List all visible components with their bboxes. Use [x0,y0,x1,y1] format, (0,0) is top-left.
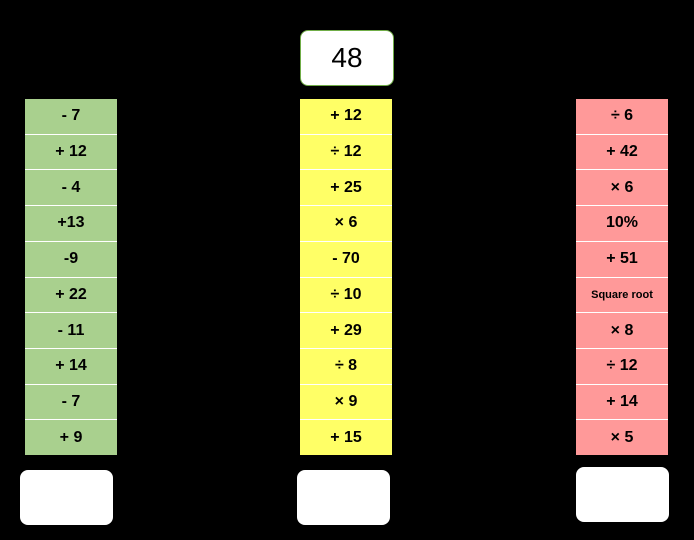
step-cell: + 14 [25,349,117,385]
step-cell: ÷ 10 [300,278,392,314]
step-cell: + 29 [300,313,392,349]
start-number: 48 [300,30,394,86]
step-cell: + 25 [300,170,392,207]
step-cell: ÷ 12 [300,135,392,171]
red-column: ÷ 6 + 42 × 6 10% + 51 Square root × 8 ÷ 12 + 14 ×… [576,99,668,455]
step-cell: ÷ 6 [576,99,668,135]
step-cell: ÷ 12 [576,349,668,385]
green-column: - 7 + 12- 4 +13 -9 + 22- 11 + 14- 7 + 9 [25,99,117,455]
answer-box[interactable] [20,470,113,525]
answer-box[interactable] [576,467,669,522]
step-cell: + 12 [25,135,117,171]
step-cell: - 7 [25,99,117,135]
step-cell: +13 [25,206,117,242]
step-cell: -9 [25,242,117,278]
step-cell: × 6 [300,206,392,242]
step-cell: - 4 [25,170,117,207]
step-cell: 10% [576,206,668,242]
step-cell: + 9 [59,428,83,446]
answer-box[interactable] [297,470,390,525]
step-cell: × 6 [576,170,668,207]
step-cell: - 7 [25,385,117,421]
step-cell: + 15 [330,428,362,446]
step-cell: - 70 [300,242,392,278]
step-cell: × 9 [300,385,392,421]
step-cell: + 12 [300,99,392,135]
step-cell: Square root [576,278,668,314]
step-cell: + 22 [25,278,117,314]
step-cell: ÷ 8 [300,349,392,385]
yellow-column: + 12 ÷ 12 + 25 × 6- 70 ÷ 10 + 29 ÷ 8 × 9 + 15 [300,99,392,455]
step-cell: + 51 [576,242,668,278]
step-cell: × 8 [576,313,668,349]
step-cell: + 42 [576,135,668,171]
step-cell: + 14 [576,385,668,421]
step-cell: × 5 [610,428,634,446]
step-cell: - 11 [25,313,117,349]
